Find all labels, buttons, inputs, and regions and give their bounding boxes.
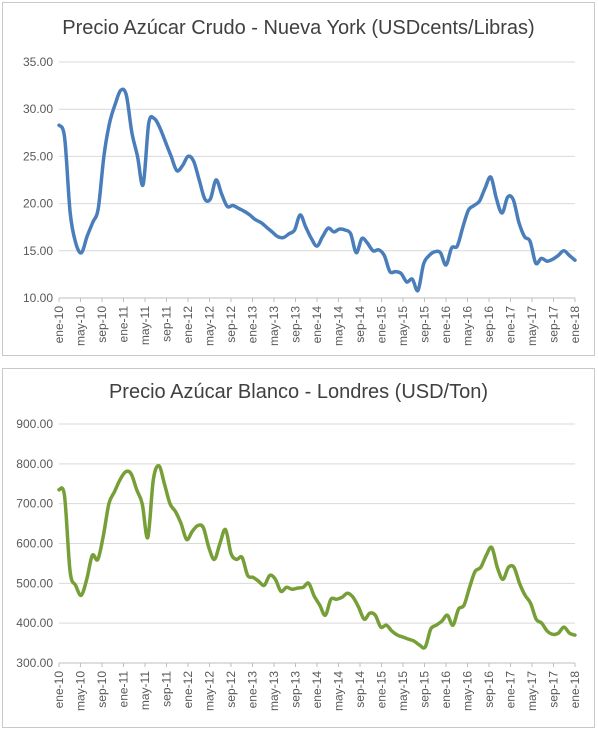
y-tick-label: 600.00: [16, 537, 53, 551]
x-tick-label: sep-14: [353, 306, 367, 343]
x-tick-label: sep-14: [353, 671, 367, 708]
x-tick-label: may-17: [525, 671, 539, 711]
x-tick-label: may-10: [74, 671, 88, 711]
y-tick-label: 900.00: [16, 417, 53, 431]
x-tick-label: sep-17: [547, 671, 561, 708]
y-tick-label: 10.00: [23, 291, 53, 305]
y-tick-label: 20.00: [23, 197, 53, 211]
y-tick-label: 25.00: [23, 149, 53, 163]
y-tick-label: 15.00: [23, 244, 53, 258]
x-tick-label: ene-13: [246, 671, 260, 709]
x-tick-label: sep-13: [289, 306, 303, 343]
chart-title: Precio Azúcar Crudo - Nueva York (USDcen…: [62, 17, 535, 39]
x-tick-label: may-13: [267, 671, 281, 711]
x-tick-label: ene-18: [568, 306, 582, 344]
x-tick-label: may-16: [461, 671, 475, 711]
series-line: [57, 463, 577, 650]
x-tick-label: ene-17: [504, 671, 518, 709]
x-tick-label: ene-14: [310, 306, 324, 344]
x-tick-label: ene-10: [52, 671, 66, 709]
y-tick-label: 800.00: [16, 457, 53, 471]
series-line: [57, 87, 577, 293]
y-tick-label: 700.00: [16, 497, 53, 511]
x-tick-label: sep-13: [289, 671, 303, 708]
x-tick-label: may-11: [138, 671, 152, 710]
y-tick-label: 30.00: [23, 102, 53, 116]
x-tick-label: ene-11: [117, 671, 131, 708]
x-tick-label: sep-11: [160, 306, 174, 342]
x-tick-label: sep-12: [224, 671, 238, 708]
y-tick-label: 35.00: [23, 55, 53, 69]
x-tick-label: ene-10: [52, 306, 66, 344]
white-sugar-chart-panel: Precio Azúcar Blanco - Londres (USD/Ton)…: [2, 368, 595, 728]
x-tick-label: may-11: [138, 306, 152, 345]
x-tick-label: ene-18: [568, 671, 582, 709]
x-tick-label: ene-13: [246, 306, 260, 344]
x-tick-label: may-13: [267, 306, 281, 346]
x-tick-label: ene-12: [181, 671, 195, 709]
x-tick-label: may-14: [332, 306, 346, 346]
x-tick-label: ene-14: [310, 671, 324, 709]
y-tick-label: 400.00: [16, 616, 53, 630]
x-tick-label: sep-12: [224, 306, 238, 343]
chart-title: Precio Azúcar Blanco - Londres (USD/Ton): [108, 381, 489, 403]
x-tick-label: may-14: [332, 671, 346, 711]
x-tick-label: ene-15: [375, 671, 389, 709]
x-tick-label: sep-16: [482, 306, 496, 343]
x-tick-label: sep-15: [418, 671, 432, 708]
x-tick-label: may-15: [396, 671, 410, 711]
x-tick-label: may-12: [203, 306, 217, 346]
x-tick-label: may-15: [396, 306, 410, 346]
x-tick-label: may-12: [203, 671, 217, 711]
x-tick-label: ene-16: [439, 671, 453, 709]
x-tick-label: sep-17: [547, 306, 561, 343]
x-tick-label: sep-10: [95, 671, 109, 708]
x-tick-label: sep-15: [418, 306, 432, 343]
x-tick-label: ene-15: [375, 306, 389, 344]
raw-sugar-line-chart: 10.00 15.00 20.00 25.00 30.00 35.00 ene-10 may-…: [23, 55, 582, 346]
x-tick-label: may-17: [525, 306, 539, 346]
raw-sugar-chart-panel: Precio Azúcar Crudo - Nueva York (USDcen…: [2, 2, 595, 356]
x-tick-label: sep-10: [95, 306, 109, 343]
y-tick-label: 500.00: [16, 576, 53, 590]
x-tick-label: ene-11: [117, 306, 131, 343]
white-sugar-line-chart: 300.00 400.00 500.00 600.00 700.00 800.00 900.…: [16, 417, 582, 711]
x-tick-label: sep-11: [160, 671, 174, 707]
y-tick-label: 300.00: [16, 656, 53, 670]
x-tick-label: ene-12: [181, 306, 195, 344]
x-tick-label: may-10: [74, 306, 88, 346]
x-tick-label: ene-17: [504, 306, 518, 344]
x-tick-label: sep-16: [482, 671, 496, 708]
x-tick-label: ene-16: [439, 306, 453, 344]
x-tick-label: may-16: [461, 306, 475, 346]
